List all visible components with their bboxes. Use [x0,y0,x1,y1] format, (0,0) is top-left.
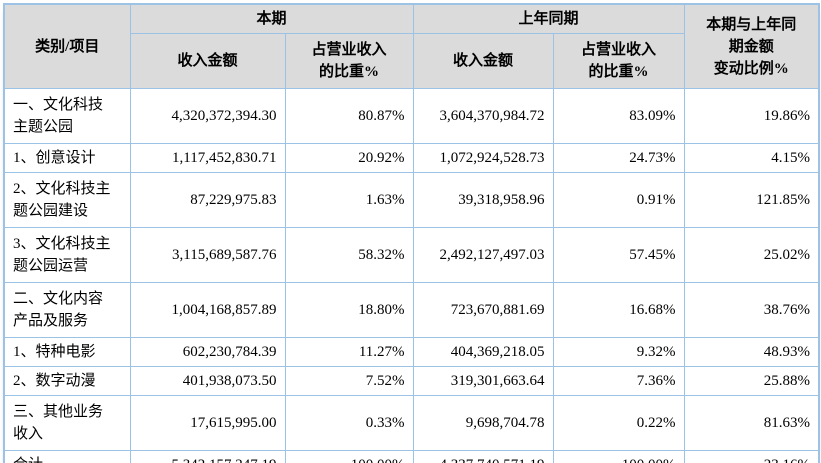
cell-change-ratio: 81.63% [683,395,820,451]
cell-prior-ratio: 83.09% [552,88,685,144]
cell-change-ratio: 25.02% [683,227,820,283]
cell-prior-amount: 723,670,881.69 [412,282,554,338]
header-prior-amount: 收入金额 [412,33,554,89]
row-label: 1、特种电影 [3,337,131,367]
cell-prior-ratio: 9.32% [552,337,685,367]
cell-prior-ratio: 100.00% [552,450,685,463]
header-change-ratio: 本期与上年同 期金额 变动比例% [683,3,820,89]
header-prior-period: 上年同期 [412,3,685,34]
header-prior-ratio: 占营业收入 的比重% [552,33,685,89]
cell-prior-amount: 1,072,924,528.73 [412,143,554,173]
cell-change-ratio: 48.93% [683,337,820,367]
cell-prior-amount: 404,369,218.05 [412,337,554,367]
table-row: 2、数字动漫 401,938,073.50 7.52% 319,301,663.… [3,366,820,396]
table-row: 3、文化科技主 题公园运营 3,115,689,587.76 58.32% 2,… [3,227,820,283]
revenue-breakdown-table: 类别/项目 本期 上年同期 本期与上年同 期金额 变动比例% 收入金额 占营业收… [3,3,821,463]
row-label: 二、文化内容 产品及服务 [3,282,131,338]
cell-current-amount: 4,320,372,394.30 [129,88,286,144]
cell-change-ratio: 38.76% [683,282,820,338]
cell-prior-ratio: 0.91% [552,172,685,228]
table-row: 1、创意设计 1,117,452,830.71 20.92% 1,072,924… [3,143,820,173]
cell-prior-amount: 319,301,663.64 [412,366,554,396]
cell-change-ratio: 4.15% [683,143,820,173]
cell-change-ratio: 19.86% [683,88,820,144]
table-row: 2、文化科技主 题公园建设 87,229,975.83 1.63% 39,318… [3,172,820,228]
header-current-period: 本期 [129,3,414,34]
cell-current-amount: 87,229,975.83 [129,172,286,228]
row-label: 合计 [3,450,131,463]
cell-current-amount: 602,230,784.39 [129,337,286,367]
cell-current-ratio: 11.27% [284,337,414,367]
header-current-ratio: 占营业收入 的比重% [284,33,414,89]
row-label: 三、其他业务 收入 [3,395,131,451]
cell-current-amount: 17,615,995.00 [129,395,286,451]
cell-current-amount: 5,342,157,247.19 [129,450,286,463]
cell-current-ratio: 58.32% [284,227,414,283]
cell-prior-ratio: 16.68% [552,282,685,338]
table-row total-row: 合计 5,342,157,247.19 100.00% 4,337,740,57… [3,450,820,463]
row-label: 1、创意设计 [3,143,131,173]
header-current-amount: 收入金额 [129,33,286,89]
cell-current-ratio: 80.87% [284,88,414,144]
cell-current-ratio: 20.92% [284,143,414,173]
cell-current-amount: 3,115,689,587.76 [129,227,286,283]
cell-prior-ratio: 57.45% [552,227,685,283]
cell-prior-ratio: 0.22% [552,395,685,451]
row-label: 2、文化科技主 题公园建设 [3,172,131,228]
cell-current-ratio: 18.80% [284,282,414,338]
cell-current-ratio: 0.33% [284,395,414,451]
cell-prior-amount: 39,318,958.96 [412,172,554,228]
row-label: 2、数字动漫 [3,366,131,396]
cell-current-amount: 1,004,168,857.89 [129,282,286,338]
cell-prior-amount: 2,492,127,497.03 [412,227,554,283]
cell-prior-ratio: 24.73% [552,143,685,173]
table-row: 二、文化内容 产品及服务 1,004,168,857.89 18.80% 723… [3,282,820,338]
row-label: 3、文化科技主 题公园运营 [3,227,131,283]
cell-current-amount: 401,938,073.50 [129,366,286,396]
cell-current-ratio: 7.52% [284,366,414,396]
cell-change-ratio: 121.85% [683,172,820,228]
cell-current-ratio: 100.00% [284,450,414,463]
table-row: 三、其他业务 收入 17,615,995.00 0.33% 9,698,704.… [3,395,820,451]
cell-current-ratio: 1.63% [284,172,414,228]
header-category: 类别/项目 [3,3,131,89]
cell-prior-amount: 9,698,704.78 [412,395,554,451]
row-label: 一、文化科技 主题公园 [3,88,131,144]
revenue-table-container: 类别/项目 本期 上年同期 本期与上年同 期金额 变动比例% 收入金额 占营业收… [3,3,821,463]
cell-prior-amount: 4,337,740,571.19 [412,450,554,463]
cell-current-amount: 1,117,452,830.71 [129,143,286,173]
cell-prior-ratio: 7.36% [552,366,685,396]
cell-change-ratio: 23.16% [683,450,820,463]
table-row: 一、文化科技 主题公园 4,320,372,394.30 80.87% 3,60… [3,88,820,144]
cell-change-ratio: 25.88% [683,366,820,396]
cell-prior-amount: 3,604,370,984.72 [412,88,554,144]
table-row: 1、特种电影 602,230,784.39 11.27% 404,369,218… [3,337,820,367]
